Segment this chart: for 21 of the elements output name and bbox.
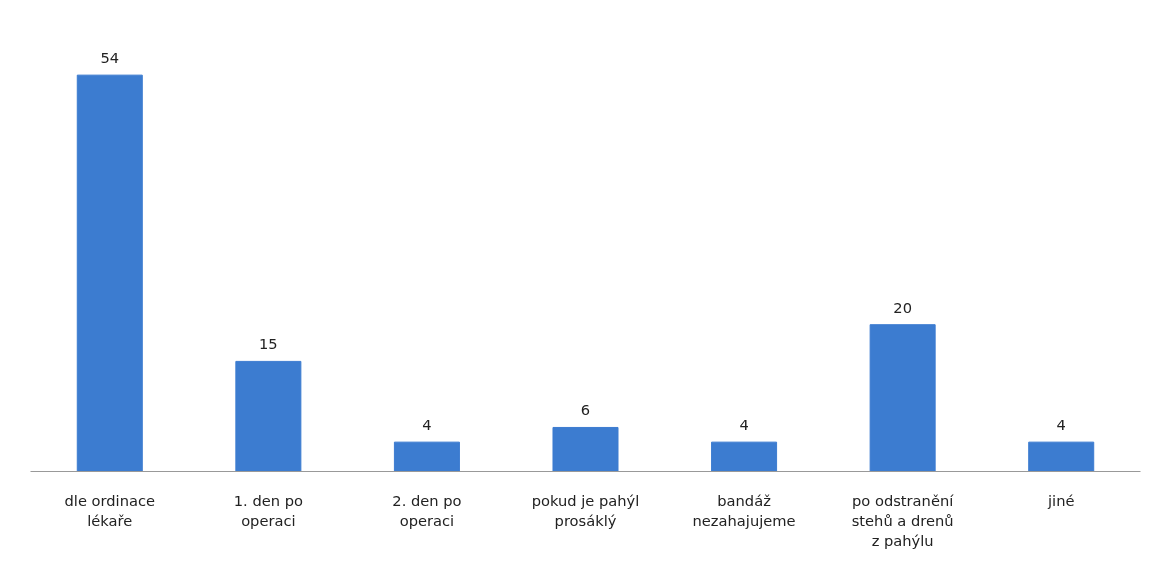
data-label: 54 [100, 49, 120, 67]
data-label: 4 [1056, 416, 1066, 434]
x-tick-label: 1. den po operaci [233, 491, 303, 529]
bar [1028, 441, 1095, 472]
x-tick-label: pokud je pahýl prosáklý [531, 491, 640, 529]
bar [235, 360, 302, 472]
data-label: 6 [580, 401, 591, 419]
x-tick-label: po odstranění stehů a drenů z pahýlu [851, 491, 955, 550]
bar [711, 441, 778, 472]
x-tick-label: bandáž nezahajujeme [692, 491, 796, 529]
data-label: 4 [739, 416, 749, 434]
bar [76, 74, 143, 472]
bar [552, 426, 619, 472]
bar [393, 441, 460, 472]
x-tick-label: 2. den po operaci [392, 491, 462, 529]
x-tick-label: dle ordinace lékaře [64, 491, 156, 529]
bar [869, 324, 936, 472]
data-label: 4 [422, 416, 432, 434]
data-label: 20 [893, 298, 912, 316]
data-label: 15 [259, 335, 278, 353]
x-tick-label: jiné [1046, 491, 1075, 509]
